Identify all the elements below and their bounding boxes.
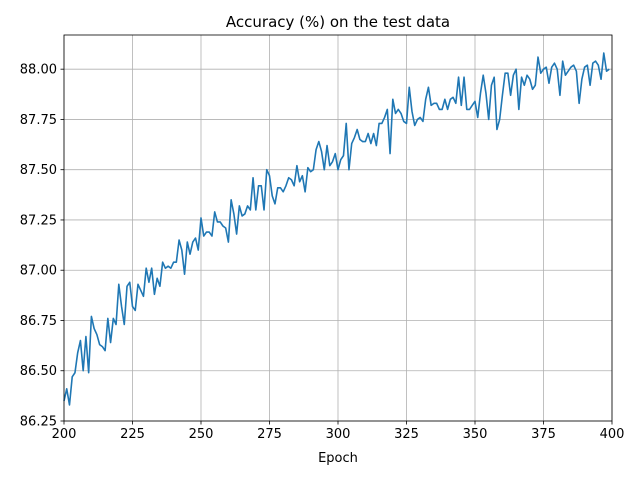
y-tick-label: 87.75 (20, 113, 57, 128)
x-tick-label: 250 (189, 427, 214, 442)
series-layer (63, 52, 610, 406)
x-tick-label: 325 (394, 427, 419, 442)
x-axis-ticks: 200 225 250 275 300 325 350 375 400 (52, 421, 625, 442)
chart-title: Accuracy (%) on the test data (226, 13, 450, 31)
y-tick-label: 87.50 (20, 163, 57, 178)
y-tick-label: 88.00 (20, 63, 57, 78)
x-tick-label: 400 (600, 427, 625, 442)
x-tick-label: 300 (326, 427, 351, 442)
x-axis-label: Epoch (318, 451, 358, 466)
y-tick-label: 86.75 (20, 314, 57, 329)
series-line-0 (63, 52, 610, 406)
y-tick-label: 87.00 (20, 264, 57, 279)
x-tick-label: 225 (120, 427, 145, 442)
y-tick-label: 86.25 (20, 415, 57, 430)
y-tick-label: 86.50 (20, 364, 57, 379)
grid-lines (63, 35, 613, 422)
x-tick-label: 375 (531, 427, 556, 442)
y-tick-label: 87.25 (20, 213, 57, 228)
y-axis-ticks: 86.25 86.50 86.75 87.00 87.25 87.50 87.75 88.00 (20, 63, 64, 430)
x-tick-label: 350 (463, 427, 488, 442)
x-tick-label: 275 (257, 427, 282, 442)
x-tick-label: 200 (52, 427, 77, 442)
